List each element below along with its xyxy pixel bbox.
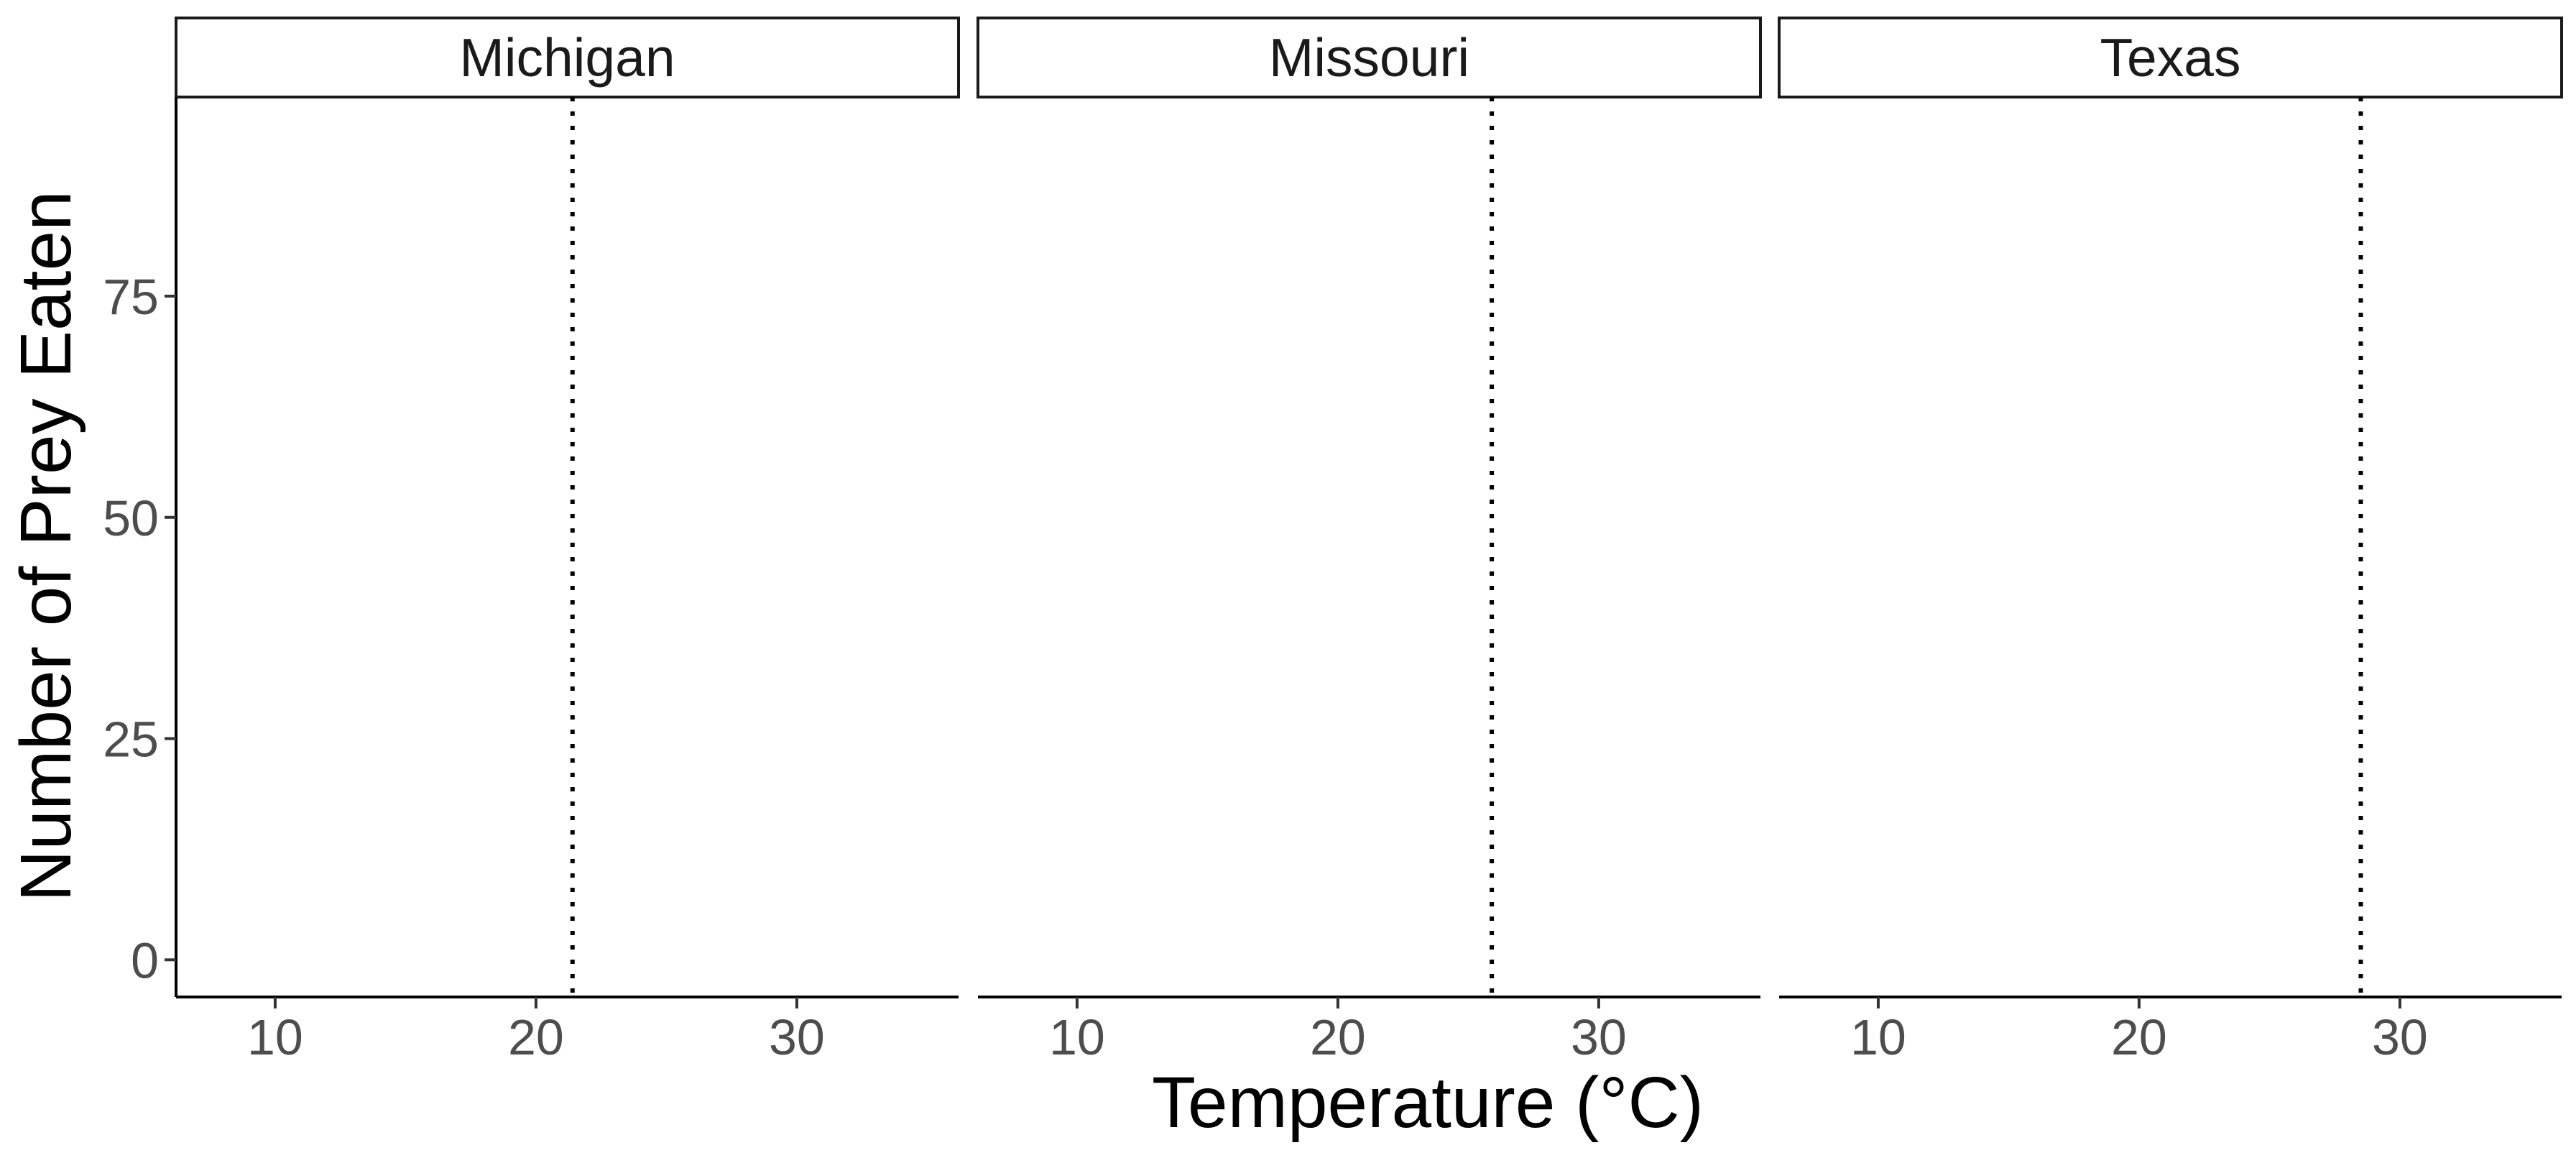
facet-strip [175,17,960,98]
y-tick-label: 75 [103,269,159,325]
x-tick-label: 20 [2111,1009,2167,1065]
facet-panel: Michigan 10 20 30 [175,17,960,1065]
x-tick-label: 10 [1850,1009,1906,1065]
x-tick-label: 20 [1310,1009,1366,1065]
y-axis-title: Number of Prey Eaten [6,190,86,901]
facet-strip-label: Missouri [1269,27,1469,88]
y-tick-label: 50 [103,490,159,546]
facet-strip [1778,17,2563,98]
y-tick-label: 25 [103,712,159,768]
facet-panel: Texas 10 20 30 [1778,17,2563,1065]
x-tick-label: 30 [769,1009,825,1065]
x-tick-label: 10 [1049,1009,1105,1065]
x-tick-label: 10 [247,1009,303,1065]
y-tick-label: 0 [131,932,159,988]
x-tick-label: 20 [508,1009,564,1065]
facet-strip [977,17,1762,98]
y-axis: 0 25 50 75 [103,97,177,997]
x-axis-title: Temperature (°C) [1152,1062,1704,1143]
facet-panel: Missouri 10 20 30 [977,17,1762,1065]
x-tick-label: 30 [1571,1009,1627,1065]
facet-panels: Michigan 10 20 30 Missouri 10 20 30 Texas 10 20 30 [175,17,2563,1065]
facet-strip-label: Michigan [459,27,675,88]
facet-strip-label: Texas [2100,27,2241,88]
x-tick-label: 30 [2372,1009,2428,1065]
